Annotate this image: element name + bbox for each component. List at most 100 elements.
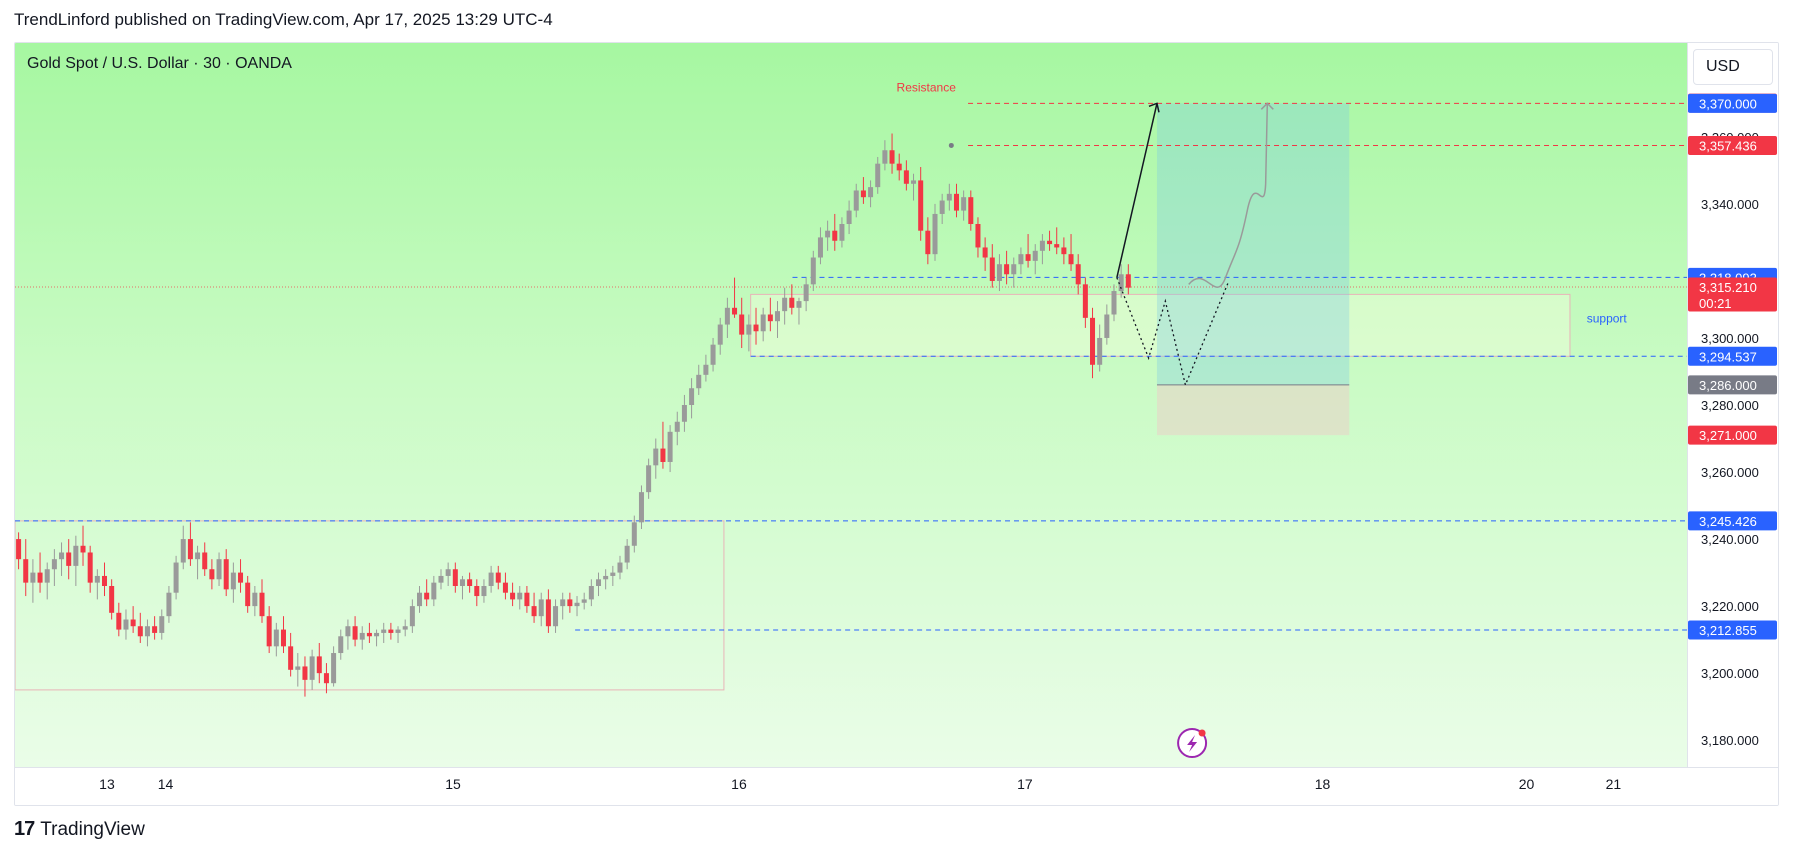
y-tick-label: 3,240.000 <box>1701 532 1759 547</box>
candle-body <box>323 673 329 684</box>
candle-body <box>59 552 65 560</box>
candle-body <box>374 632 380 637</box>
candle-body <box>868 187 874 198</box>
candle-body <box>166 592 172 617</box>
candle-body <box>144 626 150 637</box>
candle-body <box>875 163 881 188</box>
candle-body <box>459 579 465 586</box>
lightning-glyph <box>1187 735 1198 752</box>
candle-body <box>238 572 244 583</box>
candle-body <box>116 612 122 630</box>
chart-canvas[interactable]: Resistance support 3,180.000 3,200.000 3,220… <box>15 43 1779 806</box>
price-label-text: 3,286.000 <box>1699 378 1757 393</box>
candle-body <box>553 606 559 627</box>
candle-body <box>1011 264 1017 275</box>
candle-body <box>424 592 430 600</box>
range-box <box>15 520 725 691</box>
price-label-text: 3,212.855 <box>1699 623 1757 638</box>
candle-body <box>846 210 852 224</box>
time-axis[interactable] <box>15 767 1778 805</box>
candle-body <box>395 629 401 633</box>
candle-body <box>732 307 738 315</box>
candle-body <box>982 247 988 258</box>
candle-body <box>567 599 573 607</box>
candle-body <box>524 592 530 607</box>
candle-body <box>1104 314 1110 338</box>
candle-body <box>717 324 723 345</box>
candle-body <box>345 626 351 637</box>
y-tick-label: 3,300.000 <box>1701 331 1759 346</box>
annotation-support: support <box>1587 312 1628 326</box>
candle-body <box>1075 264 1081 285</box>
candle-body <box>452 569 458 586</box>
candle-body <box>1090 317 1096 365</box>
candle-body <box>87 552 93 583</box>
candle-body <box>338 636 344 654</box>
price-label-text: 3,370.000 <box>1699 96 1757 111</box>
candle-body <box>502 582 508 593</box>
plot-area[interactable] <box>15 43 1687 767</box>
price-label-text: 3,294.537 <box>1699 349 1757 364</box>
candle-body <box>273 629 279 647</box>
position-stop-zone <box>1156 384 1350 436</box>
candle-body <box>860 190 866 198</box>
symbol-title[interactable]: Gold Spot / U.S. Dollar · 30 · OANDA <box>27 55 292 72</box>
candle-body <box>44 569 50 583</box>
candle-body <box>467 579 473 586</box>
candle-body <box>109 586 115 613</box>
candle-body <box>588 586 594 600</box>
candle-body <box>674 421 680 432</box>
candle-body <box>266 616 272 647</box>
x-tick-label: 16 <box>731 776 747 792</box>
candle-body <box>545 599 551 627</box>
candle-body <box>646 465 652 493</box>
candle-body <box>961 197 967 211</box>
candle-body <box>746 324 752 335</box>
candle-body <box>903 170 909 184</box>
price-label-tag <box>1688 346 1777 366</box>
candle-body <box>932 213 938 255</box>
candle-body <box>710 344 716 365</box>
chart-frame[interactable]: Resistance support 3,180.000 3,200.000 3,220… <box>14 42 1779 806</box>
x-tick-label: 21 <box>1606 776 1622 792</box>
candle-body <box>51 559 57 570</box>
candle-body <box>603 575 609 580</box>
y-tick-label: 3,340.000 <box>1701 197 1759 212</box>
candle-body <box>445 569 451 576</box>
candle-body <box>574 602 580 607</box>
candle-body <box>782 297 788 312</box>
countdown-text: 00:21 <box>1699 296 1732 311</box>
candle-body <box>581 599 587 603</box>
candle-body <box>130 619 136 627</box>
candle-body <box>438 575 444 583</box>
candle-body <box>803 284 809 302</box>
candle-body <box>331 653 337 684</box>
candle-body <box>1118 274 1124 292</box>
y-tick-label: 3,280.000 <box>1701 398 1759 413</box>
publisher-line: TrendLinford published on TradingView.co… <box>14 10 553 29</box>
footer-brand: 17 TradingView <box>14 818 145 841</box>
candle-body <box>80 545 86 553</box>
candle-body <box>767 314 773 322</box>
y-tick-label: 3,200.000 <box>1701 666 1759 681</box>
candle-body <box>596 579 602 586</box>
currency-button[interactable]: USD <box>1693 49 1773 85</box>
candle-body <box>180 539 186 563</box>
candle-body <box>946 193 952 201</box>
x-tick-label: 13 <box>99 776 115 792</box>
price-axis[interactable] <box>1687 43 1778 767</box>
price-label-tag <box>1688 425 1777 445</box>
price-label-tag <box>1688 620 1777 640</box>
candle-body <box>94 575 100 583</box>
projected-arrow-head <box>1260 102 1274 110</box>
price-label-text: 3,357.436 <box>1699 138 1757 153</box>
candle-body <box>216 559 222 580</box>
candle-body <box>839 224 845 241</box>
price-label-tag <box>1688 277 1777 312</box>
candle-body <box>402 626 408 630</box>
candle-body <box>295 666 301 670</box>
candle-body <box>882 150 888 164</box>
candle-body <box>538 599 544 617</box>
price-label-tag <box>1688 135 1777 155</box>
candle-body <box>366 632 372 637</box>
